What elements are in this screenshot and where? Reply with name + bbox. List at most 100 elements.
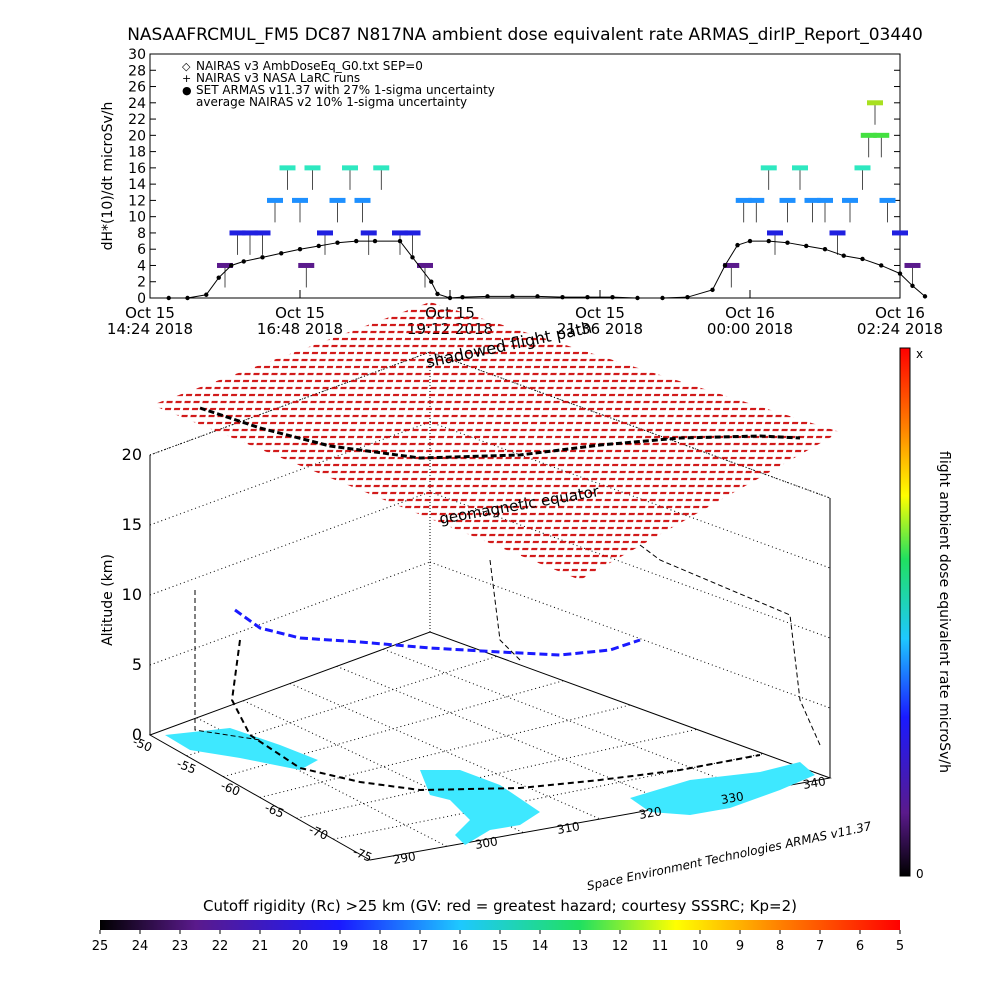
ground-track (230, 639, 761, 792)
x-tick-label: Oct 15 (125, 304, 175, 322)
nairas-point (804, 243, 809, 249)
bottom-colorbar-bar (100, 920, 900, 930)
armas-point (292, 197, 308, 203)
legend-label: NAIRAS v3 AmbDoseEq_G0.txt SEP=0 (196, 59, 423, 73)
armas-point (360, 230, 377, 236)
nairas-line (168, 240, 926, 299)
y-tick-label: 12 (128, 193, 146, 209)
nairas-point (241, 259, 246, 264)
shadowed-flight-path (199, 406, 801, 460)
armas-point (792, 165, 808, 171)
flight-drop-right (639, 544, 821, 746)
armas-point (779, 197, 796, 203)
nairas-point (354, 238, 359, 244)
armas-point (304, 165, 321, 171)
x-tick-label: 21:36 2018 (557, 320, 643, 338)
nairas-point (766, 238, 771, 244)
altitude-ticks: 0 5 10 15 20 (122, 445, 142, 744)
ground-gridline (296, 728, 697, 819)
latitude-tick-label: -55 (175, 756, 198, 776)
colorbar-tick-label: 14 (532, 939, 549, 954)
longitude-ticks: 290 300 310 320 330 340 (392, 774, 827, 867)
nairas-point (204, 292, 209, 297)
armas-point (242, 230, 258, 236)
y-tick-label: 14 (128, 177, 146, 193)
armas-point (842, 197, 858, 203)
y-tick-label: 4 (137, 258, 146, 274)
legend-label: SET ARMAS v11.37 with 27% 1-sigma uncert… (196, 83, 495, 97)
nairas-point (397, 238, 403, 244)
right-colorbar: x 0 flight ambient dose equivalent rate … (899, 347, 952, 881)
nairas-point (879, 263, 884, 268)
right-colorbar-top: x (916, 347, 923, 361)
nairas-point (166, 295, 171, 301)
latitude-tick-label: -70 (307, 822, 330, 842)
armas-point (354, 197, 371, 203)
longitude-tick-label: 340 (802, 774, 827, 792)
armas-point (767, 230, 783, 236)
x-tick-label: Oct 15 (575, 304, 625, 322)
y-tick-label: 10 (128, 210, 146, 226)
nairas-point (460, 294, 465, 300)
x-tick-label: 02:24 2018 (857, 320, 943, 338)
colorbar-tick-label: 15 (492, 939, 509, 954)
nairas-point (410, 255, 415, 260)
wall-gridline (149, 561, 431, 666)
armas-point (867, 100, 883, 106)
colorbar-tick-label: 5 (896, 939, 904, 954)
armas-point (279, 165, 296, 171)
longitude-tick-label: 310 (556, 819, 581, 837)
wall-gridline (149, 491, 431, 596)
x-tick-label: Oct 16 (875, 304, 925, 322)
nairas-point (841, 253, 846, 258)
colorbar-tick-label: 8 (776, 939, 784, 954)
wall-gridline (429, 491, 831, 639)
colorbar-tick-label: 19 (332, 939, 349, 954)
nairas-point (822, 247, 828, 252)
nairas-point (747, 238, 753, 244)
nairas-point (722, 263, 728, 268)
y-tick-label: 26 (128, 80, 146, 96)
legend: ◇ NAIRAS v3 AmbDoseEq_G0.txt SEP=0 + NAIRAS… (182, 59, 495, 109)
nairas-point (785, 240, 790, 245)
armas-point (229, 230, 246, 236)
nairas-point (685, 294, 690, 300)
ground-gridline (223, 680, 564, 778)
colorbar-tick-label: 23 (172, 939, 189, 954)
armas-point (298, 262, 315, 268)
colorbar-tick-label: 6 (856, 939, 864, 954)
land-center (420, 770, 540, 845)
land-left (165, 728, 318, 770)
chart-title: NASAAFRCMUL_FM5 DC87 N817NA ambient dose… (127, 25, 923, 45)
nairas-point (185, 295, 190, 301)
nairas-point (229, 263, 234, 268)
nairas-point (260, 255, 265, 260)
altitude-tick-label: 20 (122, 445, 142, 464)
colorbar-tick-label: 12 (612, 939, 629, 954)
y-tick-label: 28 (128, 63, 146, 79)
armas-point (373, 165, 390, 171)
bottom-colorbar: Cutoff rigidity (Rc) >25 km (GV: red = g… (92, 897, 904, 954)
altitude-tick-label: 0 (132, 725, 142, 744)
altitude-tick-label: 10 (122, 585, 142, 604)
nairas-point (897, 271, 903, 276)
armas-point (392, 230, 408, 236)
legend-label: NAIRAS v3 NASA LaRC runs (196, 71, 360, 85)
armas-point (904, 262, 921, 268)
nairas-point (279, 251, 284, 256)
colorbar-tick-label: 20 (292, 939, 309, 954)
armas-point (804, 197, 821, 203)
latitude-tick-label: -65 (263, 800, 286, 820)
altitude-axis-label: Altitude (km) (100, 554, 116, 646)
colorbar-tick-label: 13 (572, 939, 589, 954)
nairas-point (316, 243, 321, 249)
y-tick-label: 22 (128, 112, 146, 128)
y-tick-label: 20 (128, 128, 146, 144)
colorbar-tick-label: 24 (132, 939, 149, 954)
altitude-tick-label: 15 (122, 515, 142, 534)
latitude-tick-label: -60 (219, 778, 242, 798)
nairas-point (372, 238, 378, 244)
right-colorbar-bar (899, 347, 911, 877)
nairas-point (610, 294, 615, 300)
